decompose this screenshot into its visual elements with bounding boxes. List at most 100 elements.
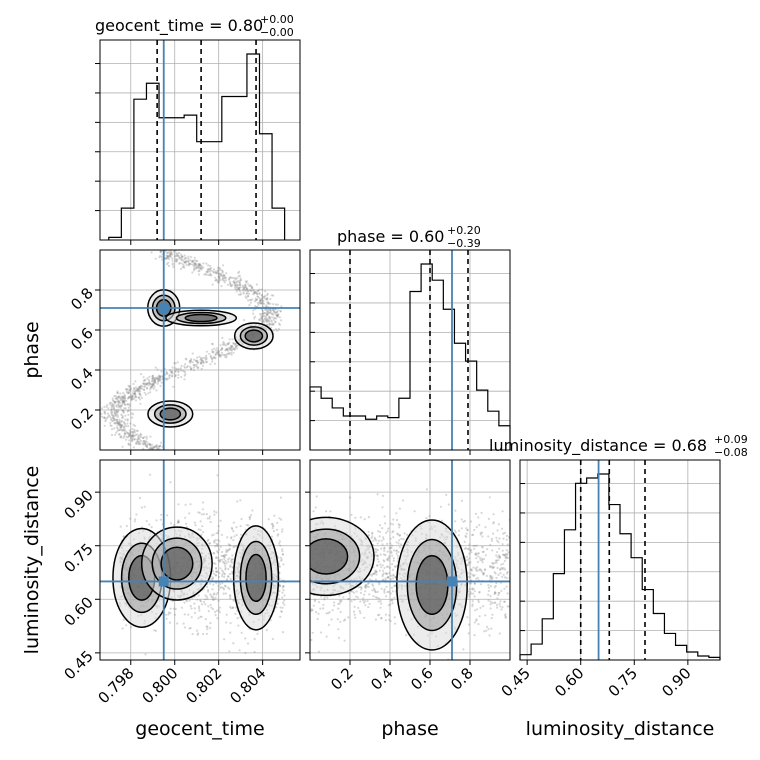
- sample-point: [187, 260, 190, 264]
- sample-point: [174, 375, 177, 378]
- sample-point: [480, 569, 483, 572]
- sample-point: [214, 610, 217, 614]
- sample-point: [391, 523, 395, 526]
- sample-point: [131, 438, 134, 441]
- sample-point: [499, 567, 502, 571]
- sample-point: [164, 257, 167, 260]
- sample-point: [115, 426, 119, 429]
- sample-point: [363, 593, 366, 596]
- sample-point: [139, 402, 142, 405]
- sample-point: [116, 418, 119, 421]
- sample-point: [128, 404, 131, 407]
- sample-point: [177, 370, 180, 373]
- sample-point: [224, 592, 227, 595]
- sample-point: [245, 523, 248, 527]
- sample-point: [158, 379, 162, 382]
- sample-point: [381, 506, 384, 509]
- sample-point: [246, 642, 250, 645]
- sample-point: [483, 630, 486, 633]
- sample-point: [246, 280, 249, 283]
- sample-point: [501, 549, 504, 552]
- sample-point: [211, 598, 215, 601]
- sample-point: [177, 376, 180, 379]
- sample-point: [445, 493, 448, 496]
- sample-point: [413, 510, 416, 513]
- sample-point: [147, 378, 150, 381]
- sample-point: [215, 271, 218, 274]
- sample-point: [221, 279, 224, 282]
- sample-point: [223, 281, 226, 284]
- sample-point: [248, 516, 251, 519]
- sample-point: [229, 276, 232, 279]
- sample-point: [136, 433, 139, 436]
- sample-point: [276, 311, 279, 314]
- sample-point: [184, 357, 187, 360]
- sample-point: [481, 561, 484, 564]
- ytick-label-phase-0: 0.2: [67, 404, 97, 434]
- sample-point: [460, 499, 464, 502]
- sample-point: [229, 283, 232, 286]
- sample-point: [253, 291, 257, 294]
- sample-point: [233, 281, 236, 284]
- sample-point: [504, 552, 507, 556]
- sample-point: [174, 607, 177, 611]
- sample-point: [143, 505, 146, 508]
- sample-point: [185, 263, 188, 266]
- sample-point: [182, 622, 185, 625]
- sample-point: [402, 538, 405, 541]
- sample-point: [153, 377, 156, 380]
- sample-point: [386, 565, 390, 568]
- sample-point: [233, 545, 236, 548]
- sample-point: [191, 263, 194, 266]
- sample-point: [282, 589, 285, 592]
- sample-point: [376, 493, 379, 496]
- sample-point: [182, 259, 185, 262]
- sample-point: [153, 380, 156, 384]
- sample-point: [220, 285, 223, 288]
- sample-point: [384, 613, 387, 616]
- sample-point: [274, 320, 277, 323]
- sample-point: [138, 438, 141, 441]
- sample-point: [103, 405, 106, 408]
- sample-point: [391, 554, 394, 557]
- sample-point: [231, 570, 234, 573]
- sample-point: [229, 348, 232, 351]
- sample-point: [190, 360, 193, 363]
- sample-point: [371, 583, 374, 586]
- sample-point: [230, 536, 233, 539]
- sample-point: [316, 617, 319, 621]
- sample-point: [217, 281, 220, 284]
- sample-point: [112, 418, 115, 421]
- sample-point: [489, 595, 492, 598]
- sample-point: [272, 524, 275, 527]
- sample-point: [205, 356, 208, 359]
- sample-point: [223, 274, 226, 277]
- sample-point: [254, 305, 257, 308]
- sample-point: [387, 527, 390, 530]
- sample-point: [478, 591, 481, 594]
- sample-point: [371, 535, 374, 538]
- sample-point: [232, 539, 235, 542]
- sample-point: [392, 559, 395, 562]
- sample-point: [381, 527, 384, 530]
- sample-point: [113, 422, 116, 425]
- sample-point: [145, 383, 148, 386]
- sample-point: [142, 443, 145, 446]
- sample-point: [365, 585, 368, 588]
- sample-point: [270, 323, 273, 326]
- sample-point: [238, 281, 241, 284]
- panel-frame: [99, 459, 301, 661]
- sample-point: [266, 292, 269, 295]
- sample-point: [237, 271, 240, 274]
- sample-point: [235, 277, 238, 280]
- sample-point: [197, 270, 200, 273]
- sample-point: [475, 577, 478, 580]
- sample-point: [131, 430, 134, 433]
- sample-point: [200, 361, 203, 364]
- sample-point: [144, 393, 148, 396]
- sample-point: [216, 570, 219, 573]
- sample-point: [214, 574, 217, 577]
- sample-point: [360, 588, 363, 591]
- sample-point: [253, 637, 256, 641]
- sample-point: [137, 396, 140, 399]
